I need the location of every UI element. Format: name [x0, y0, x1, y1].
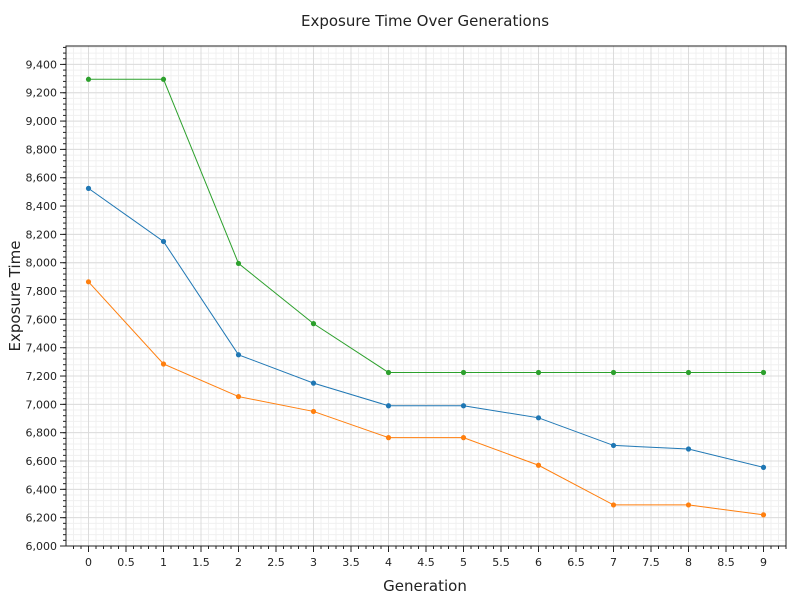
data-point: [610, 442, 617, 449]
chart-title: Exposure Time Over Generations: [301, 12, 549, 30]
x-tick-label: 8: [685, 556, 692, 569]
x-tick-label: 1: [160, 556, 167, 569]
y-tick-label: 7,000: [26, 398, 58, 411]
x-tick-label: 6.5: [567, 556, 585, 569]
x-tick-label: 2.5: [267, 556, 285, 569]
data-point: [460, 369, 467, 376]
data-point: [235, 260, 242, 267]
data-point: [85, 76, 92, 82]
x-tick-label: 7: [610, 556, 617, 569]
data-point: [160, 76, 167, 82]
data-point: [460, 403, 467, 409]
y-tick-label: 6,800: [26, 427, 58, 440]
data-point: [160, 238, 167, 245]
x-tick-label: 8.5: [717, 556, 735, 569]
data-point: [610, 369, 617, 376]
data-point: [310, 408, 317, 415]
y-axis-title: Exposure Time: [6, 241, 24, 352]
series-line: [88, 78, 764, 373]
data-point: [160, 361, 167, 367]
axes: 6,000 6,200 6,400 6,600 6,800 7,000 7,200 7,400…: [26, 45, 787, 569]
series-2: [85, 279, 767, 518]
x-tick-label: 4.5: [417, 556, 435, 569]
data-point: [685, 369, 692, 376]
x-tick-label: 5: [460, 556, 467, 569]
x-tick-label: 0: [85, 556, 92, 569]
data-point: [535, 415, 542, 421]
y-tick-label: 7,800: [26, 285, 58, 298]
data-point: [685, 446, 692, 452]
data-point: [235, 352, 242, 358]
data-point: [760, 369, 767, 376]
series-3: [85, 76, 767, 376]
data-point: [310, 380, 317, 386]
y-tick-label: 9,000: [26, 115, 58, 128]
x-tick-label: 6: [535, 556, 542, 569]
y-tick-label: 8,000: [26, 257, 58, 270]
x-tick-label: 5.5: [492, 556, 510, 569]
series-layer: [85, 76, 767, 518]
data-point: [310, 321, 317, 327]
x-tick-label: 0.5: [117, 556, 135, 569]
y-tick-label: 6,400: [26, 483, 58, 496]
data-point: [685, 502, 692, 508]
data-point: [85, 185, 92, 191]
y-tick-label: 6,200: [26, 512, 58, 525]
x-tick-label: 3: [310, 556, 317, 569]
series-line: [88, 187, 764, 468]
data-point: [385, 435, 392, 441]
y-tick-label: 7,200: [26, 370, 58, 383]
y-tick-label: 6,600: [26, 455, 58, 468]
y-tick-label: 7,400: [26, 342, 58, 355]
data-point: [535, 369, 542, 376]
data-point: [760, 464, 767, 470]
x-tick-label: 1.5: [192, 556, 210, 569]
y-tick-label: 8,800: [26, 143, 58, 156]
y-tick-label: 8,600: [26, 172, 58, 185]
data-point: [535, 462, 542, 468]
grid: [66, 46, 787, 547]
y-tick-label: 9,400: [26, 58, 58, 71]
y-tick-label: 6,000: [26, 540, 58, 553]
data-point: [235, 393, 242, 400]
x-tick-label: 3.5: [342, 556, 360, 569]
x-tick-label: 9: [760, 556, 767, 569]
data-point: [85, 279, 92, 285]
y-tick-label: 7,600: [26, 313, 58, 326]
y-tick-label: 9,200: [26, 87, 58, 100]
x-tick-label: 4: [385, 556, 392, 569]
x-tick-label: 2: [235, 556, 242, 569]
series-1: [85, 185, 767, 470]
y-tick-label: 8,200: [26, 228, 58, 241]
x-axis-title: Generation: [383, 577, 467, 595]
data-point: [385, 369, 392, 376]
x-tick-label: 7.5: [642, 556, 660, 569]
data-point: [760, 512, 767, 518]
series-line: [88, 281, 764, 516]
y-tick-label: 8,400: [26, 200, 58, 213]
data-point: [610, 502, 617, 508]
data-point: [385, 403, 392, 409]
data-point: [460, 435, 467, 441]
